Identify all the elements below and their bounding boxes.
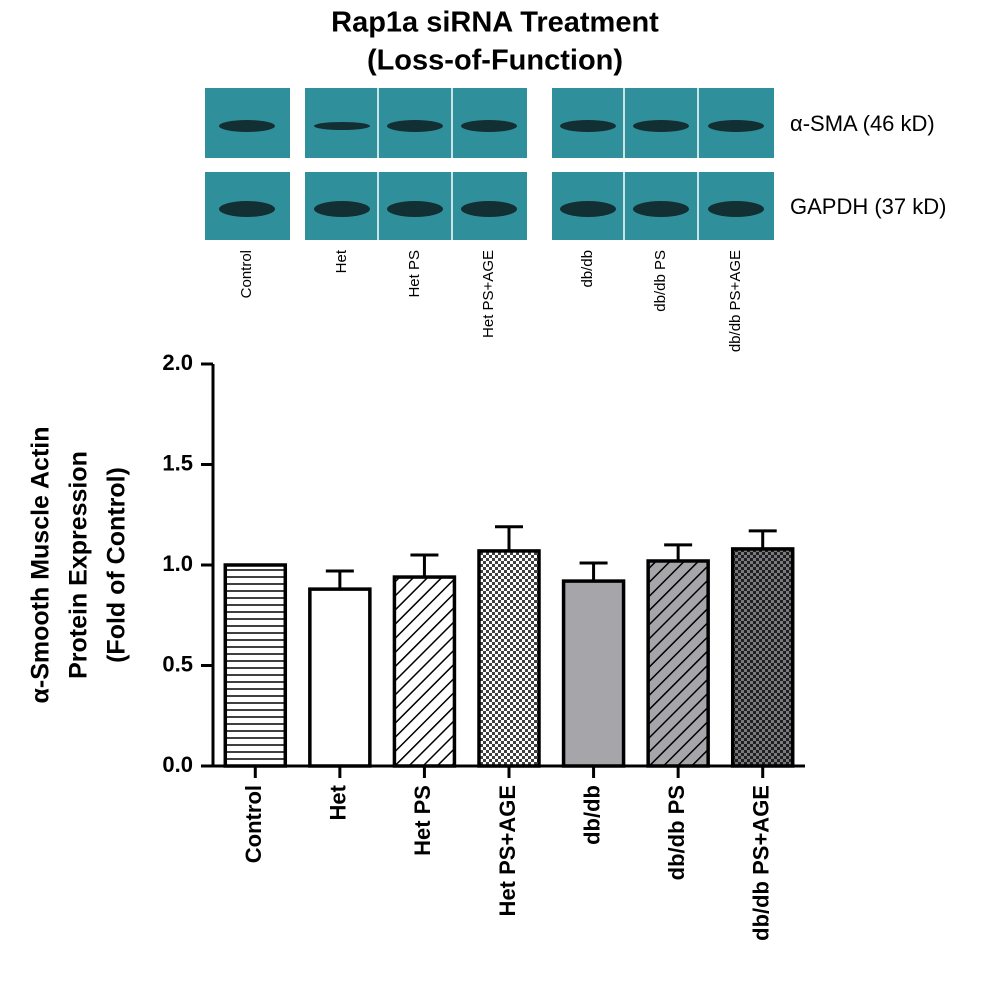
blot-band xyxy=(708,201,764,217)
blot-lane-label: db/db PS+AGE xyxy=(727,250,744,352)
blot-lane-label: Het PS+AGE xyxy=(480,250,497,338)
blot-band xyxy=(560,120,616,132)
blot-band xyxy=(708,120,764,132)
y-axis-label: α-Smooth Muscle Actin xyxy=(27,427,55,704)
blot-band xyxy=(387,201,443,217)
bar-pattern xyxy=(225,565,285,766)
blot-band xyxy=(219,201,275,217)
western-blot: α-SMA (46 kD) GAPDH (37 kD) Control Het Het … xyxy=(205,88,946,352)
blot-lane-label: Het xyxy=(333,249,350,273)
blot-band xyxy=(219,120,275,132)
x-tick-label: Het PS xyxy=(410,785,435,856)
blot-band xyxy=(461,120,517,132)
bar xyxy=(564,581,624,766)
bar-pattern xyxy=(479,551,539,766)
blot-band xyxy=(560,201,616,217)
chart-title: Rap1a siRNA Treatment xyxy=(331,7,659,39)
chart: Rap1a siRNA Treatment (Loss-of-Function)… xyxy=(0,0,989,1003)
x-tick-label: Het PS+AGE xyxy=(495,785,520,916)
blot-lane-label: Het PS xyxy=(406,250,423,298)
x-tick-label: Het xyxy=(326,784,351,820)
bar xyxy=(310,589,370,766)
y-axis-label: Protein Expression xyxy=(65,451,93,679)
x-tick-label: db/db xyxy=(579,785,604,845)
chart-subtitle: (Loss-of-Function) xyxy=(367,45,623,77)
blot-band xyxy=(387,120,443,132)
blot-band xyxy=(633,120,689,132)
y-tick-label: 1.0 xyxy=(162,551,193,576)
blot-lane-label: Control xyxy=(238,250,255,298)
blot-row-label: GAPDH (37 kD) xyxy=(790,194,946,219)
y-tick-label: 2.0 xyxy=(162,350,193,375)
x-tick-label: db/db PS+AGE xyxy=(749,785,774,941)
blot-lane-label: db/db PS xyxy=(652,250,669,312)
blot-row-label: α-SMA (46 kD) xyxy=(790,111,935,136)
blot-band xyxy=(314,201,370,217)
y-tick-label: 1.5 xyxy=(162,450,193,475)
blot-band xyxy=(633,201,689,217)
blot-lane-label: db/db xyxy=(579,250,596,288)
x-tick-label: db/db PS xyxy=(664,785,689,880)
bar-pattern xyxy=(733,549,793,766)
y-axis-label: (Fold of Control) xyxy=(103,467,131,663)
y-tick-label: 0.0 xyxy=(162,752,193,777)
bar-pattern xyxy=(394,577,454,766)
blot-band xyxy=(461,201,517,217)
bar-pattern xyxy=(648,561,708,766)
x-tick-label: Control xyxy=(241,785,266,863)
y-tick-label: 0.5 xyxy=(162,651,193,676)
blot-band xyxy=(314,122,370,130)
